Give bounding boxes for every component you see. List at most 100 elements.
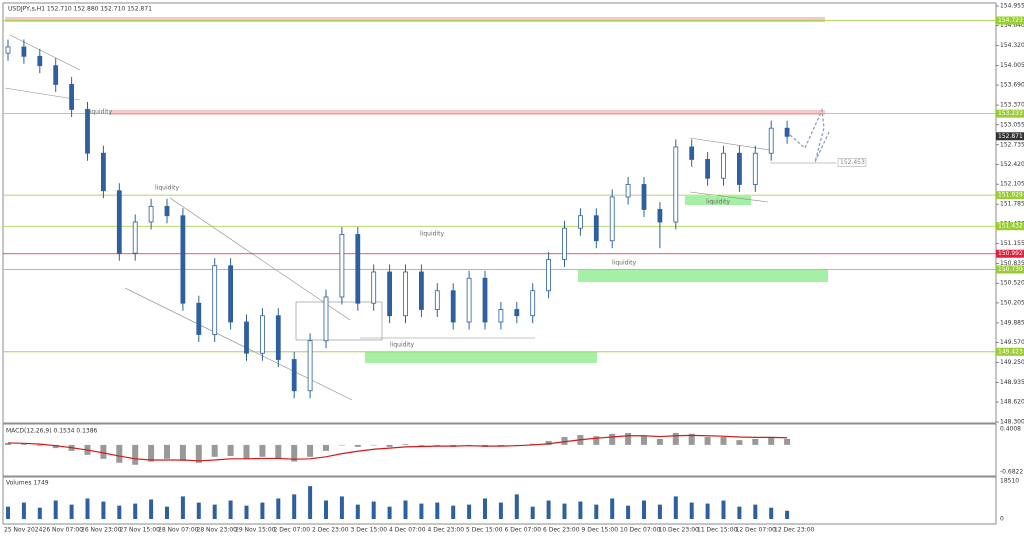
level-tag	[996, 191, 1024, 200]
x-tick-label: 26 Nov 23:00	[81, 527, 122, 534]
y-tick-label: 149.570	[1000, 339, 1024, 346]
level-label: 154.723	[998, 17, 1023, 24]
annotation: liquidity	[706, 199, 730, 206]
level-tag	[996, 347, 1024, 356]
candle-body	[721, 152, 726, 179]
x-tick-label: 10 Dec 07:00	[620, 527, 661, 534]
y-tick-label: 152.420	[1000, 161, 1024, 168]
macd-bar	[52, 444, 59, 449]
x-tick-label: 26 Nov 07:00	[43, 527, 84, 534]
x-tick-label: 10 Dec 23:00	[659, 527, 700, 534]
y-tick-label: 153.055	[1000, 121, 1024, 128]
support-zone	[685, 196, 751, 205]
volume-bar	[6, 506, 10, 519]
candle-body	[355, 234, 361, 304]
macd-pane	[2, 423, 997, 477]
x-tick-label: 2 Dec 07:00	[274, 527, 311, 534]
x-tick-label: 27 Nov 15:00	[120, 527, 161, 534]
support-zone	[578, 270, 828, 282]
macd-bar	[402, 444, 409, 445]
candle-body	[641, 184, 647, 210]
volume-bar	[419, 503, 424, 519]
volume-bar	[371, 501, 376, 519]
annotation: liquidity	[155, 185, 179, 192]
volume-bar	[737, 506, 742, 519]
macd-bar	[545, 440, 552, 445]
volume-bar	[657, 504, 662, 519]
macd-bar	[259, 444, 266, 457]
volume-bar	[69, 504, 74, 519]
y-tick-label: 153.690	[1000, 82, 1024, 89]
volume-bar	[451, 505, 456, 519]
y-tick-label: 154.320	[1000, 42, 1024, 49]
current-tag	[996, 132, 1024, 141]
y-tick-label: 152.735	[1000, 141, 1024, 148]
candle-body	[307, 340, 313, 392]
y-tick-label: 150.520	[1000, 280, 1024, 287]
y-tick-label: 154.005	[1000, 62, 1024, 69]
volume-bar	[355, 504, 360, 519]
volume-bar	[467, 504, 472, 519]
volume-pane	[2, 476, 997, 525]
macd-bar	[100, 444, 107, 459]
macd-bar	[354, 444, 361, 447]
macd-bar	[20, 444, 27, 445]
candle-body	[339, 234, 345, 298]
level-label: 150.992	[998, 250, 1023, 257]
macd-bar	[434, 444, 441, 446]
x-tick-label: 9 Dec 15:00	[582, 527, 619, 534]
y-tick-label: 154.955	[1000, 3, 1024, 10]
candle-body	[323, 296, 329, 342]
volume-bar	[101, 501, 106, 519]
candle-body	[450, 290, 456, 323]
y-tick-label: 154.640	[1000, 22, 1024, 29]
level-label: 151.432	[998, 223, 1023, 230]
macd-bar	[418, 444, 425, 446]
main-pane	[2, 2, 997, 424]
macd-bar	[386, 444, 393, 447]
y-tick-label: 149.250	[1000, 359, 1024, 366]
macd-bar	[291, 444, 298, 462]
y-tick-label: 148.620	[1000, 398, 1024, 405]
annotation: liquidity	[88, 109, 112, 116]
volume-bar	[276, 498, 281, 519]
candle-body	[85, 109, 90, 154]
volume-bar	[673, 496, 678, 519]
volume-bar	[37, 507, 42, 519]
macd-tick-label: 0.4008	[1000, 426, 1021, 433]
macd-bar	[688, 433, 695, 445]
macd-bar	[370, 444, 377, 446]
volume-bar	[626, 505, 631, 519]
candle-body	[291, 359, 297, 392]
candle-body	[578, 215, 583, 229]
candle-body	[705, 159, 710, 179]
x-tick-label: 4 Dec 07:00	[389, 527, 426, 534]
macd-bar	[656, 438, 663, 445]
macd-bar	[736, 440, 743, 445]
candle-body	[275, 315, 281, 360]
macd-bar	[338, 444, 345, 446]
volume-bar	[196, 502, 201, 519]
macd-title: MACD(12,26,9) 0.1534 0.1386	[6, 428, 98, 435]
candle-body	[546, 259, 551, 292]
annotation: liquidity	[390, 342, 414, 349]
volume-bar	[594, 504, 599, 519]
y-tick-label: 150.205	[1000, 299, 1024, 306]
level-tag	[996, 16, 1024, 25]
y-tick-label: 148.935	[1000, 379, 1024, 386]
volume-bar	[689, 502, 694, 519]
macd-bar	[5, 442, 11, 445]
volume-tick-label: 18510	[1000, 478, 1019, 485]
candle-body	[752, 152, 758, 185]
macd-bar	[307, 444, 314, 457]
volume-bar	[260, 502, 265, 519]
macd-bar	[195, 444, 202, 463]
macd-bar	[720, 436, 727, 445]
macd-bar	[752, 438, 759, 445]
x-tick-label: 6 Dec 07:00	[505, 527, 542, 534]
macd-bar	[704, 436, 711, 445]
x-tick-label: 3 Dec 15:00	[351, 527, 388, 534]
y-tick-label: 149.885	[1000, 319, 1024, 326]
volume-bar	[387, 506, 392, 519]
candle-body	[403, 271, 408, 317]
